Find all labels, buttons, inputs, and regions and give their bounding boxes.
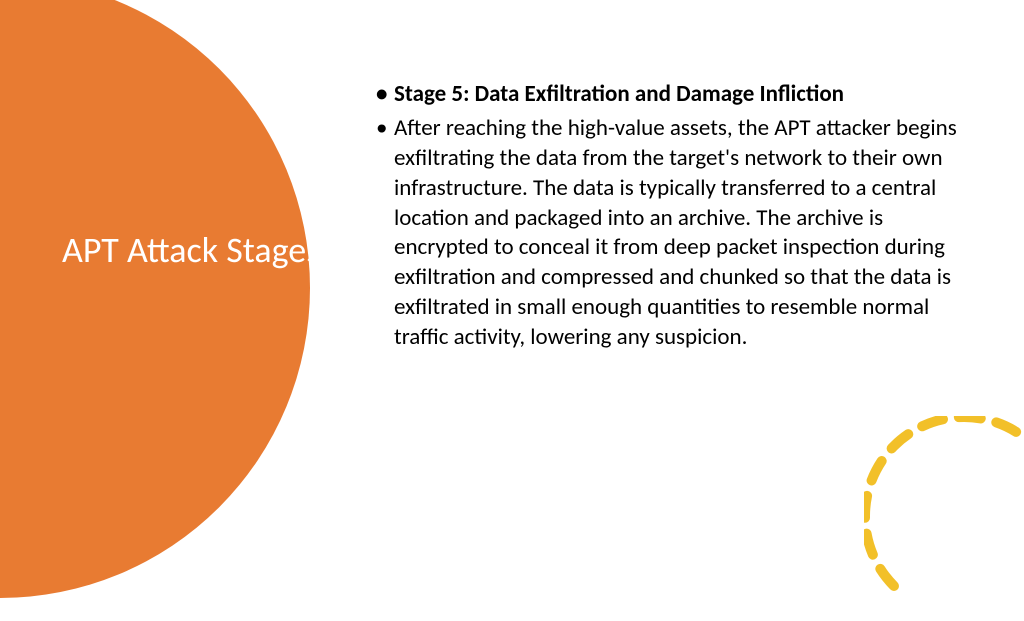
- slide-content: Stage 5: Data Exfiltration and Damage In…: [370, 80, 965, 357]
- bullet-stage-heading: Stage 5: Data Exfiltration and Damage In…: [370, 80, 965, 110]
- slide-container: APT Attack Stages Stage 5: Data Exfiltra…: [0, 0, 1024, 576]
- slide-title: APT Attack Stages: [62, 228, 320, 273]
- bullet-body-text: After reaching the high-value assets, th…: [370, 114, 965, 353]
- yellow-arc-decoration: [864, 416, 1024, 616]
- orange-circle-shape: [0, 0, 310, 598]
